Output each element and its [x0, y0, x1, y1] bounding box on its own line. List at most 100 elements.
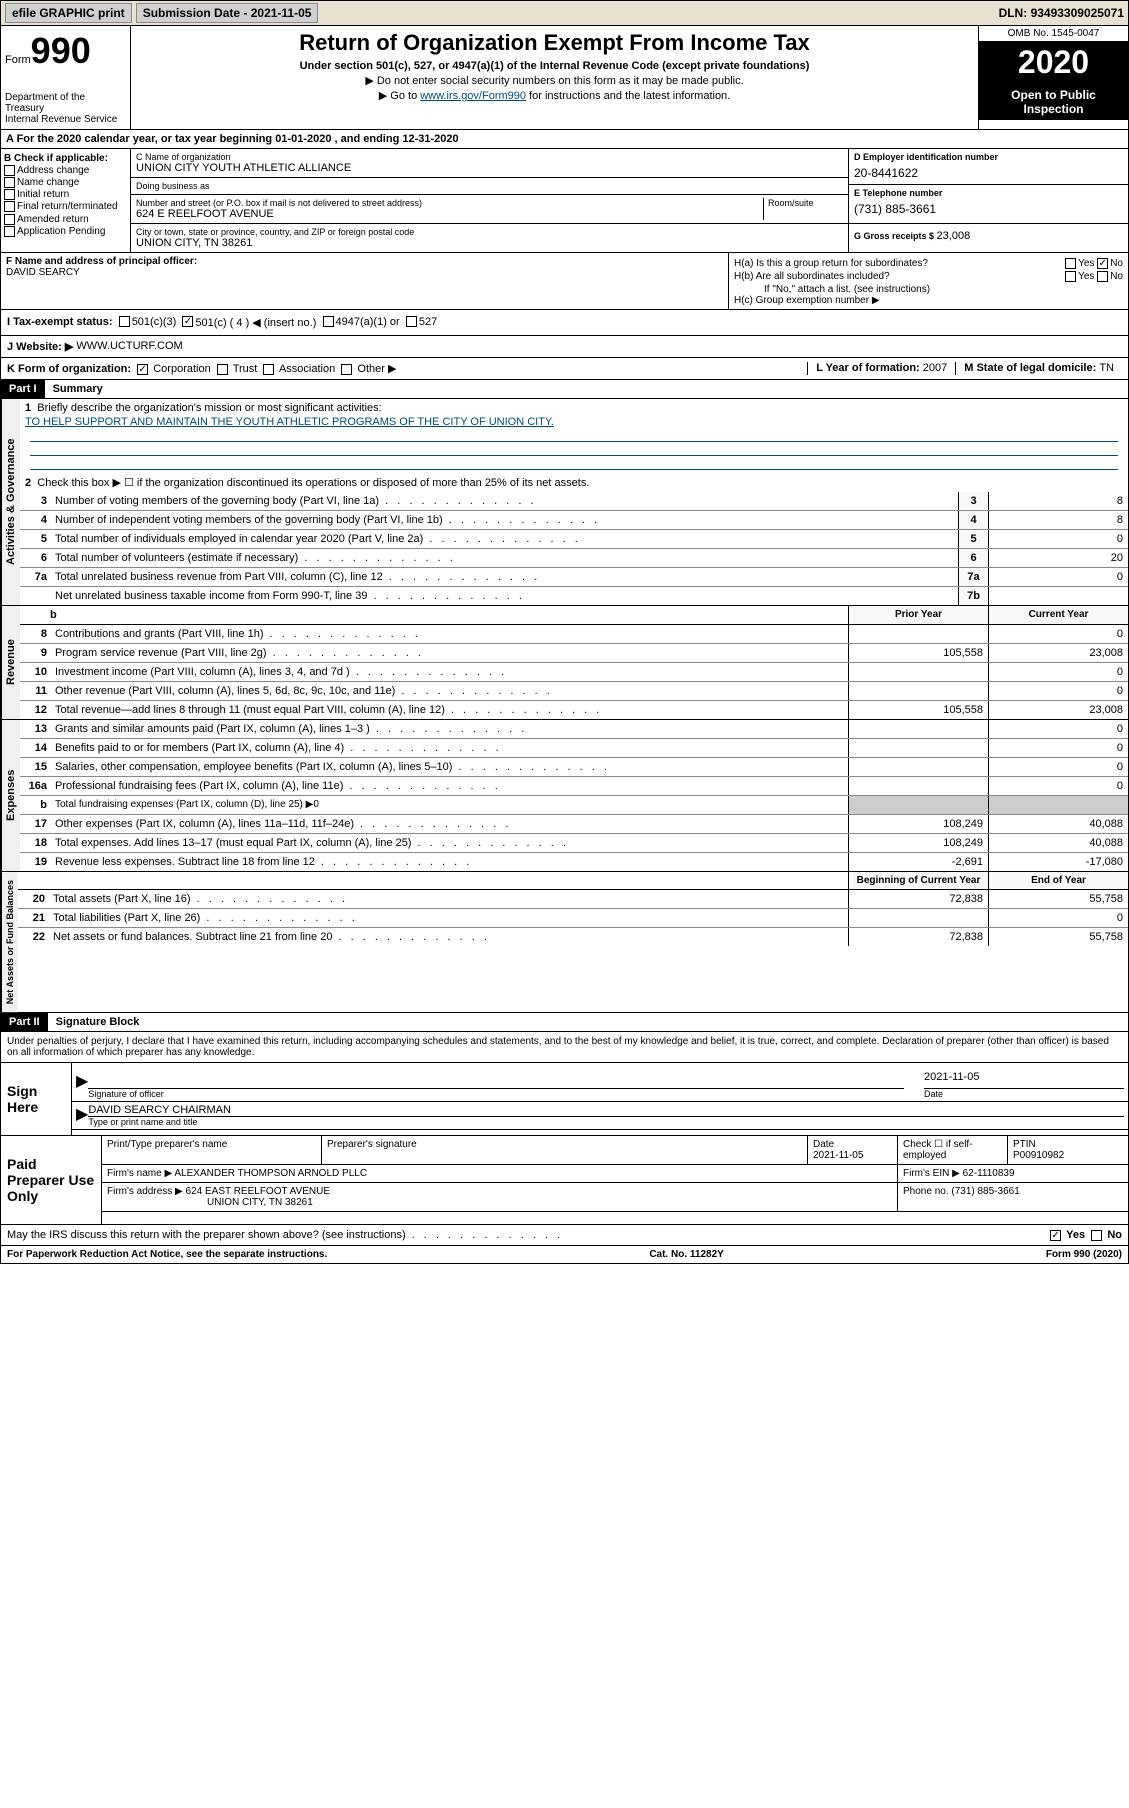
line-desc: Total number of individuals employed in … — [50, 530, 958, 548]
line-desc: Net assets or fund balances. Subtract li… — [48, 928, 848, 946]
line-num: b — [20, 796, 50, 814]
line-desc: Total expenses. Add lines 13–17 (must eq… — [50, 834, 848, 852]
cb-assoc[interactable] — [263, 364, 274, 375]
opt-corp: Corporation — [153, 363, 210, 375]
line-num: 15 — [20, 758, 50, 776]
cb-final[interactable]: Final return/terminated — [4, 201, 127, 212]
signer-name: DAVID SEARCY CHAIRMAN — [88, 1104, 1124, 1117]
governance-label: Activities & Governance — [1, 399, 20, 605]
discuss-yes: Yes — [1066, 1229, 1085, 1241]
form-container: efile GRAPHIC print Submission Date - 20… — [0, 0, 1129, 1264]
sign-date: 2021-11-05 — [924, 1071, 1124, 1089]
cb-name-lbl: Name change — [17, 177, 79, 188]
cb-527[interactable] — [406, 316, 417, 327]
cb-corp[interactable] — [137, 364, 148, 375]
curr-val: 0 — [988, 682, 1128, 700]
prep-sig-hdr: Preparer's signature — [322, 1136, 808, 1164]
line-desc: Investment income (Part VIII, column (A)… — [50, 663, 848, 681]
prep-header-row: Print/Type preparer's name Preparer's si… — [102, 1136, 1128, 1165]
subdate-label: Submission Date - — [143, 6, 251, 20]
b-marker: b — [20, 606, 848, 624]
prep-name-hdr: Print/Type preparer's name — [102, 1136, 322, 1164]
part2-badge: Part II — [1, 1013, 48, 1031]
line-desc: Other expenses (Part IX, column (A), lin… — [50, 815, 848, 833]
line-num: 16a — [20, 777, 50, 795]
prior-val: 105,558 — [848, 644, 988, 662]
line-7b: Net unrelated business taxable income fr… — [20, 587, 1128, 605]
state-domicile: M State of legal domicile: TN — [955, 362, 1122, 375]
name-row: ▶ DAVID SEARCY CHAIRMAN Type or print na… — [72, 1102, 1128, 1130]
end-hdr: End of Year — [988, 872, 1128, 889]
firm-ein-label: Firm's EIN ▶ — [903, 1168, 963, 1179]
curr-val: 0 — [988, 758, 1128, 776]
section-j: J Website: ▶ WWW.UCTURF.COM — [1, 336, 1128, 358]
curr-val: 40,088 — [988, 834, 1128, 852]
prior-val — [848, 663, 988, 681]
cb-initial-lbl: Initial return — [17, 189, 69, 200]
line-val: 0 — [988, 530, 1128, 548]
prior-val — [848, 739, 988, 757]
cb-501c[interactable] — [182, 316, 193, 327]
tel-value: (731) 885-3661 — [854, 198, 1123, 220]
prior-val — [848, 625, 988, 643]
firm-ein: 62-1110839 — [963, 1168, 1015, 1179]
curr-val: 23,008 — [988, 644, 1128, 662]
submission-date-btn[interactable]: Submission Date - 2021-11-05 — [136, 3, 319, 23]
cb-address[interactable]: Address change — [4, 165, 127, 176]
cb-pending-lbl: Application Pending — [17, 226, 105, 237]
line-box: 7a — [958, 568, 988, 586]
gross-label: G Gross receipts $ — [854, 231, 937, 241]
prior-val: 105,558 — [848, 701, 988, 719]
line-val — [988, 587, 1128, 605]
line-num: 4 — [20, 511, 50, 529]
line-num: 12 — [20, 701, 50, 719]
city-value: UNION CITY, TN 38261 — [136, 237, 843, 249]
hb-yes: Yes — [1078, 271, 1094, 282]
prior-val: -2,691 — [848, 853, 988, 871]
expenses-label: Expenses — [1, 720, 20, 871]
line-13: 13 Grants and similar amounts paid (Part… — [20, 720, 1128, 739]
room-label: Room/suite — [768, 198, 843, 208]
cb-initial[interactable]: Initial return — [4, 189, 127, 200]
cb-final-lbl: Final return/terminated — [17, 202, 118, 213]
cb-amended[interactable]: Amended return — [4, 214, 127, 225]
line-blank — [848, 796, 988, 814]
prior-val — [848, 682, 988, 700]
cb-501c3[interactable] — [119, 316, 130, 327]
part1-badge: Part I — [1, 380, 45, 398]
declaration: Under penalties of perjury, I declare th… — [1, 1032, 1128, 1063]
cb-trust[interactable] — [217, 364, 228, 375]
cb-name[interactable]: Name change — [4, 177, 127, 188]
line-num: 18 — [20, 834, 50, 852]
line-18: 18 Total expenses. Add lines 13–17 (must… — [20, 834, 1128, 853]
governance-section: Activities & Governance 1 Briefly descri… — [1, 399, 1128, 606]
section-i: I Tax-exempt status: 501(c)(3) 501(c) ( … — [1, 310, 1128, 336]
phone-val: (731) 885-3661 — [951, 1186, 1019, 1197]
line-desc: Total liabilities (Part X, line 26) — [48, 909, 848, 927]
efile-print-btn[interactable]: efile GRAPHIC print — [5, 3, 132, 23]
formorg-label: K Form of organization: — [7, 363, 131, 375]
current-year-hdr: Current Year — [988, 606, 1128, 624]
cb-4947[interactable] — [323, 316, 334, 327]
cb-other[interactable] — [341, 364, 352, 375]
website-value: WWW.UCTURF.COM — [76, 340, 182, 353]
line-num: 5 — [20, 530, 50, 548]
public-inspection: Open to Public Inspection — [979, 84, 1128, 120]
form-title: Return of Organization Exempt From Incom… — [139, 30, 970, 56]
cb-pending[interactable]: Application Pending — [4, 226, 127, 237]
name-block: C Name of organization UNION CITY YOUTH … — [131, 149, 848, 252]
irs-link[interactable]: www.irs.gov/Form990 — [420, 90, 526, 102]
blank-line — [30, 428, 1118, 442]
curr-val: 0 — [988, 663, 1128, 681]
dln: DLN: 93493309025071 — [999, 6, 1124, 20]
check-b-label: B Check if applicable: — [4, 153, 127, 164]
line-num: 19 — [20, 853, 50, 871]
line-20: 20 Total assets (Part X, line 16) 72,838… — [18, 890, 1128, 909]
prep-firm-row: Firm's name ▶ ALEXANDER THOMPSON ARNOLD … — [102, 1165, 1128, 1183]
year-formation: L Year of formation: 2007 — [807, 362, 955, 375]
dln-value: 93493309025071 — [1031, 6, 1124, 20]
line-desc: Salaries, other compensation, employee b… — [50, 758, 848, 776]
dba-label: Doing business as — [136, 181, 843, 191]
prep-date-val: 2021-11-05 — [813, 1150, 863, 1161]
cb-amended-lbl: Amended return — [17, 214, 89, 225]
